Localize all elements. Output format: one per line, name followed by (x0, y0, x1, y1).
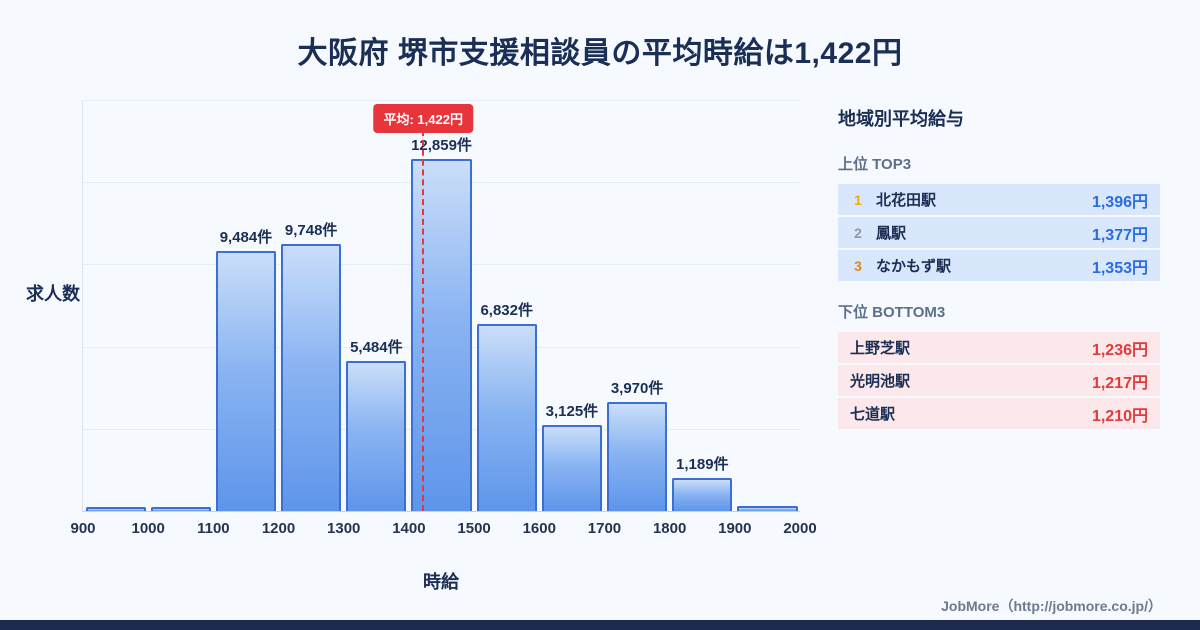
x-tick-label: 1600 (522, 520, 556, 537)
station-name: 光明池駅 (850, 373, 911, 390)
station-name: なかもず駅 (876, 258, 952, 275)
salary-value: 1,210円 (1091, 407, 1148, 425)
histogram-bin: 9,748件 (279, 100, 344, 511)
salary-value: 1,353円 (1091, 259, 1148, 277)
average-line (422, 130, 425, 511)
bottom3-row: 上野芝駅 1,236円 (838, 332, 1160, 363)
histogram-bar (215, 251, 277, 511)
bar-value-label: 9,748件 (284, 221, 338, 239)
x-tick-label: 1000 (131, 520, 165, 537)
y-axis-label: 求人数 (26, 284, 80, 304)
station-name: 七道駅 (850, 406, 896, 423)
histogram-bin: 5,484件 (344, 100, 409, 511)
histogram-bar (411, 158, 472, 511)
histogram-bin: 12,859件 (409, 100, 474, 511)
histogram-bin: 3,125件 (539, 100, 604, 511)
bottom3-row: 七道駅 1,210円 (838, 398, 1160, 429)
top3-row: 2 鳳駅 1,377円 (838, 217, 1160, 248)
top3-heading: 上位 TOP3 (838, 156, 912, 173)
histogram-bin: 3,970件 (605, 100, 670, 511)
bottom-accent-bar (0, 620, 1200, 630)
histogram-bar (85, 506, 146, 511)
bottom3-heading: 下位 BOTTOM3 (838, 304, 946, 321)
salary-value: 1,396円 (1091, 193, 1148, 211)
bar-value-label: 12,859件 (411, 136, 472, 154)
histogram-bin (83, 100, 148, 511)
station-name: 上野芝駅 (850, 340, 911, 357)
histogram-bar (476, 323, 537, 511)
region-salary-panel: 地域別平均給与 上位 TOP3 1 北花田駅 1,396円 2 鳳駅 1,377円 3 なかも… (838, 105, 1160, 449)
bar-value-label: 1,189件 (676, 456, 729, 474)
histogram-bar (346, 360, 407, 511)
histogram-plot-area: 9,484件 9,748件 5,484件 12,859件 6,832件 3,125件 3,9… (70, 100, 817, 537)
x-tick-label: 900 (70, 520, 96, 537)
x-tick-label: 1200 (261, 520, 296, 537)
histogram-bar (150, 506, 211, 511)
histogram-bin: 1,189件 (670, 100, 735, 511)
bar-value-label: 6,832件 (480, 301, 533, 319)
x-axis-ticks: 900 1000 1100 1200 1300 1400 1500 1600 1700 1800 1… (70, 511, 816, 537)
bottom3-table: 上野芝駅 1,236円光明池駅 1,217円七道駅 1,210円 (838, 332, 1160, 429)
histogram-bar (607, 402, 668, 511)
salary-value: 1,217円 (1091, 374, 1148, 392)
rank-number: 3 (854, 257, 862, 274)
average-badge: 平均: 1,422円 (373, 104, 473, 133)
bar-value-label: 3,125件 (545, 403, 599, 421)
top3-table: 1 北花田駅 1,396円 2 鳳駅 1,377円 3 なかもず駅 1,353円 (838, 184, 1160, 281)
histogram-bar (281, 243, 342, 511)
bar-value-label: 5,484件 (350, 338, 403, 356)
x-tick-label: 1100 (197, 520, 230, 537)
bars-layer: 9,484件 9,748件 5,484件 12,859件 6,832件 3,125件 3,9… (83, 100, 800, 511)
rank-number: 2 (854, 224, 862, 241)
station-name: 鳳駅 (876, 225, 907, 242)
bar-value-label: 3,970件 (610, 380, 664, 398)
x-tick-label: 1800 (652, 520, 687, 537)
histogram-bar (737, 505, 798, 511)
station-name: 北花田駅 (876, 192, 937, 209)
x-tick-label: 1500 (457, 520, 491, 537)
footer-credit: JobMore（http://jobmore.co.jp/） (941, 598, 1162, 614)
x-tick-label: 1700 (587, 520, 622, 537)
rank-number: 1 (854, 191, 862, 208)
histogram-bin: 6,832件 (474, 100, 539, 511)
histogram-bin (735, 100, 800, 511)
histogram-bar (672, 478, 733, 511)
top3-row: 3 なかもず駅 1,353円 (838, 250, 1160, 281)
salary-value: 1,377円 (1091, 226, 1148, 244)
x-tick-label: 2000 (783, 520, 817, 537)
gridline (83, 100, 800, 101)
x-tick-label: 1300 (327, 520, 361, 537)
x-tick-label: 1900 (718, 520, 752, 537)
top3-row: 1 北花田駅 1,396円 (838, 184, 1160, 215)
bar-value-label: 9,484件 (219, 229, 273, 247)
page-title: 大阪府 堺市支援相談員の平均時給は1,422円 (297, 37, 903, 70)
panel-title: 地域別平均給与 (838, 109, 964, 129)
bottom3-row: 光明池駅 1,217円 (838, 365, 1160, 396)
x-axis-label: 時給 (423, 572, 459, 592)
histogram-bin: 9,484件 (213, 100, 278, 511)
salary-value: 1,236円 (1091, 341, 1148, 359)
x-tick-label: 1400 (392, 520, 426, 537)
histogram-bin (148, 100, 213, 511)
histogram-bar (541, 425, 602, 511)
